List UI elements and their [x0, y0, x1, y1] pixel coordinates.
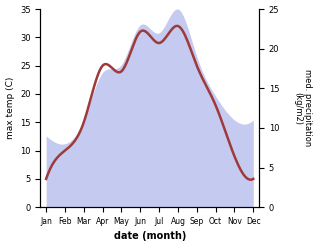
Y-axis label: med. precipitation
(kg/m2): med. precipitation (kg/m2)	[293, 69, 313, 147]
Y-axis label: max temp (C): max temp (C)	[5, 77, 15, 139]
X-axis label: date (month): date (month)	[114, 231, 186, 242]
